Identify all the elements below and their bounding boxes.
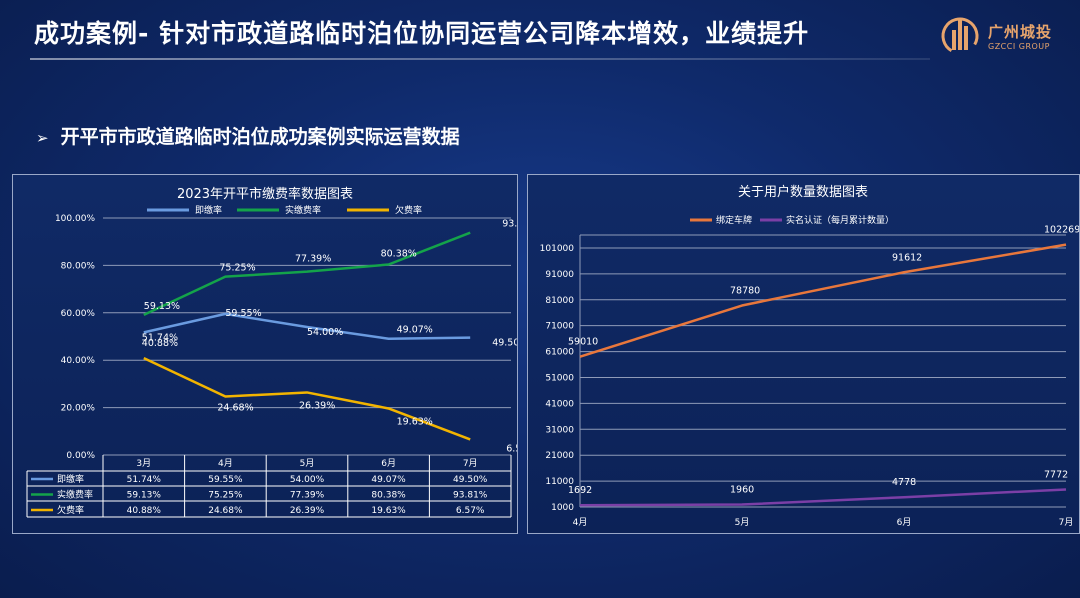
page-title: 成功案例- 针对市政道路临时泊位协同运营公司降本增效，业绩提升 <box>34 19 810 48</box>
data-label: 49.50% <box>492 338 517 349</box>
table-cell: 19.63% <box>371 506 406 516</box>
x-tick-label: 4月 <box>573 517 588 528</box>
data-label: 54.00% <box>307 327 343 338</box>
logo-subtitle: GZCCI GROUP <box>988 42 1050 51</box>
y-tick-label: 11000 <box>545 477 574 487</box>
x-tick-label: 7月 <box>463 458 478 469</box>
data-label: 80.38% <box>381 248 417 259</box>
chart-title: 2023年开平市缴费率数据图表 <box>177 186 353 202</box>
data-label: 51.74% <box>142 332 178 343</box>
data-label: 49.07% <box>397 325 433 336</box>
y-tick-label: 40.00% <box>61 356 96 366</box>
data-label: 59.13% <box>144 301 180 312</box>
table-cell: 77.39% <box>290 491 325 501</box>
y-tick-label: 61000 <box>545 348 574 358</box>
data-label: 40.88% <box>142 338 178 349</box>
y-tick-label: 0.00% <box>66 451 95 461</box>
x-tick-label: 7月 <box>1059 517 1074 528</box>
series-line <box>143 312 471 340</box>
data-label: 6.57% <box>506 443 517 454</box>
y-tick-label: 20.00% <box>61 404 96 414</box>
table-row-label: 实缴费率 <box>57 489 93 501</box>
data-label: 26.39% <box>299 400 335 411</box>
x-tick-label: 6月 <box>381 458 396 469</box>
table-cell: 24.68% <box>208 506 243 516</box>
table-cell: 6.57% <box>456 506 485 516</box>
table-cell: 49.07% <box>371 475 406 485</box>
data-label: 91612 <box>892 252 922 263</box>
y-tick-label: 101000 <box>540 244 575 254</box>
y-tick-label: 71000 <box>545 322 574 332</box>
logo-name: 广州城投 <box>988 23 1053 41</box>
x-tick-label: 6月 <box>897 517 912 528</box>
payment-rate-chart-panel: 2023年开平市缴费率数据图表 即缴率 实缴费率 欠费率 100.00% 80.00% 60… <box>12 174 538 534</box>
table-cell: 93.81% <box>453 491 488 501</box>
legend-label: 即缴率 <box>195 204 222 216</box>
data-label: 75.25% <box>219 263 255 274</box>
data-label: 7772 <box>1044 469 1068 480</box>
arrow-bullet-icon: ➢ <box>36 129 49 147</box>
x-tick-label: 5月 <box>735 517 750 528</box>
y-tick-label: 91000 <box>545 270 574 280</box>
data-label: 93.81% <box>502 219 517 230</box>
y-tick-label: 31000 <box>545 425 574 435</box>
legend-label: 欠费率 <box>395 204 422 216</box>
y-tick-label: 80.00% <box>61 261 96 271</box>
table-cell: 51.74% <box>127 475 162 485</box>
table-cell: 75.25% <box>208 491 243 501</box>
data-label: 59010 <box>568 337 598 348</box>
data-label: 4778 <box>892 477 916 488</box>
table-cell: 49.50% <box>453 475 488 485</box>
data-label: 102269 <box>1044 225 1079 236</box>
section-heading: ➢ 开平市市政道路临时泊位成功案例实际运营数据 <box>36 122 460 149</box>
series-line <box>143 231 471 316</box>
series-line <box>143 356 471 441</box>
y-tick-label: 60.00% <box>61 309 96 319</box>
logo-icon <box>941 17 979 55</box>
y-tick-label: 1000 <box>551 503 574 513</box>
legend-label: 实缴费率 <box>285 204 321 216</box>
data-label: 78780 <box>730 286 760 297</box>
y-tick-label: 21000 <box>545 451 574 461</box>
table-cell: 80.38% <box>371 491 406 501</box>
data-label: 59.55% <box>225 308 261 319</box>
table-cell: 59.13% <box>127 491 162 501</box>
y-tick-label: 100.00% <box>55 214 95 224</box>
x-tick-label: 4月 <box>218 458 233 469</box>
series-line <box>579 243 1067 358</box>
table-cell: 26.39% <box>290 506 325 516</box>
table-cell: 54.00% <box>290 475 325 485</box>
x-tick-label: 5月 <box>300 458 315 469</box>
y-tick-label: 81000 <box>545 296 574 306</box>
table-cell: 59.55% <box>208 475 243 485</box>
data-label: 1960 <box>730 485 754 496</box>
title-divider <box>30 58 930 60</box>
legend-label: 实名认证（每月累计数量） <box>786 214 894 226</box>
y-tick-label: 51000 <box>545 373 574 383</box>
y-tick-label: 41000 <box>545 399 574 409</box>
table-row-label: 即缴率 <box>57 473 84 485</box>
data-label: 1692 <box>568 485 592 496</box>
series-line <box>579 488 1067 507</box>
x-tick-label: 3月 <box>136 458 151 469</box>
section-heading-text: 开平市市政道路临时泊位成功案例实际运营数据 <box>60 126 460 148</box>
data-label: 77.39% <box>295 254 331 265</box>
chart-title: 关于用户数量数据图表 <box>738 184 868 200</box>
data-label: 19.63% <box>397 416 433 427</box>
data-label: 24.68% <box>217 403 253 414</box>
legend-label: 绑定车牌 <box>716 214 752 226</box>
table-cell: 40.88% <box>127 506 162 516</box>
user-count-chart-panel: 关于用户数量数据图表绑定车牌 实名认证（每月累计数量） 101000 91000 810… <box>527 174 1080 534</box>
table-row-label: 欠费率 <box>57 504 84 516</box>
